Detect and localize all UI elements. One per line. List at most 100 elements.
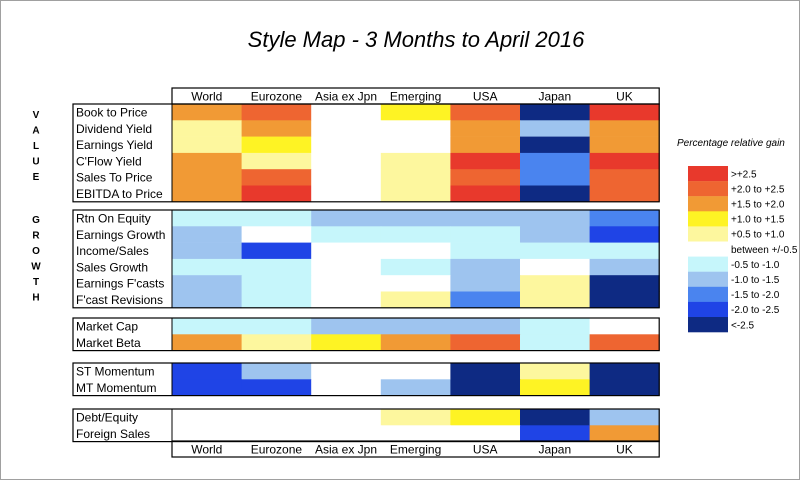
column-header: World bbox=[191, 443, 222, 457]
row-label: Dividend Yield bbox=[76, 122, 152, 136]
legend-swatch bbox=[688, 301, 728, 318]
row-label: EBITDA to Price bbox=[76, 187, 163, 201]
heatmap-cell bbox=[380, 242, 451, 260]
heatmap-cell bbox=[380, 120, 451, 137]
legend-swatch bbox=[688, 211, 728, 227]
heatmap-cell bbox=[450, 363, 521, 380]
side-letter: G bbox=[32, 215, 40, 226]
heatmap-cell bbox=[450, 120, 521, 137]
legend-swatch bbox=[688, 317, 728, 333]
heatmap-cell bbox=[520, 120, 591, 137]
group-frame bbox=[72, 362, 660, 397]
heatmap-cell bbox=[520, 258, 591, 276]
row-label: Sales Growth bbox=[76, 260, 148, 274]
row-label: Debt/Equity bbox=[76, 411, 138, 425]
heatmap-cell bbox=[172, 275, 243, 292]
heatmap-cell bbox=[311, 425, 382, 442]
column-header: USA bbox=[473, 90, 498, 104]
column-header: UK bbox=[616, 90, 633, 104]
heatmap-cell bbox=[172, 363, 243, 380]
side-letter: A bbox=[32, 126, 39, 137]
heatmap-cell bbox=[380, 275, 451, 292]
heatmap-cell bbox=[380, 136, 451, 154]
heatmap-cell bbox=[241, 291, 312, 309]
heatmap-cell bbox=[589, 318, 660, 335]
side-letter: L bbox=[33, 141, 39, 152]
heatmap-cell bbox=[241, 152, 312, 170]
heatmap-cell bbox=[450, 152, 521, 170]
heatmap-cell bbox=[241, 334, 312, 351]
row-label: Book to Price bbox=[76, 106, 148, 120]
heatmap-cell bbox=[311, 258, 382, 276]
heatmap-cell bbox=[172, 318, 243, 335]
heatmap-cell bbox=[311, 226, 382, 243]
heatmap-cell bbox=[520, 318, 591, 335]
heatmap-cell bbox=[589, 409, 660, 426]
heatmap-cell bbox=[380, 363, 451, 380]
column-header: Japan bbox=[538, 90, 571, 104]
legend-swatch bbox=[688, 286, 728, 303]
heatmap-cell bbox=[380, 210, 451, 227]
column-header: UK bbox=[616, 443, 633, 457]
heatmap-cell bbox=[311, 210, 382, 227]
heatmap-cell bbox=[172, 152, 243, 170]
column-header-box-bottom bbox=[171, 440, 660, 458]
heatmap-cell bbox=[589, 152, 660, 170]
heatmap-cell bbox=[241, 379, 312, 396]
heatmap-cell bbox=[520, 242, 591, 260]
heatmap-cell bbox=[589, 210, 660, 227]
column-header: USA bbox=[473, 443, 498, 457]
heatmap-cell bbox=[311, 318, 382, 335]
heatmap-cell bbox=[311, 136, 382, 154]
heatmap-cell bbox=[311, 334, 382, 351]
legend-label: -2.0 to -2.5 bbox=[731, 305, 780, 316]
heatmap-cell bbox=[380, 104, 451, 121]
heatmap-cell bbox=[589, 104, 660, 121]
chart-title: Style Map - 3 Months to April 2016 bbox=[248, 27, 585, 52]
heatmap-cell bbox=[241, 242, 312, 260]
heatmap-cell bbox=[589, 136, 660, 154]
heatmap-cell bbox=[520, 291, 591, 309]
heatmap-cell bbox=[311, 152, 382, 170]
heatmap-cell bbox=[589, 169, 660, 186]
column-headers: World Eurozone Asia ex Jpn Emerging USA Japan… bbox=[171, 87, 660, 458]
heatmap-cell bbox=[311, 363, 382, 380]
side-letter: W bbox=[31, 262, 41, 273]
column-header: Eurozone bbox=[251, 90, 303, 104]
heatmap-cell bbox=[172, 120, 243, 137]
heatmap-cell bbox=[241, 318, 312, 335]
row-label: Income/Sales bbox=[76, 244, 149, 258]
legend-label: +0.5 to +1.0 bbox=[731, 230, 785, 241]
heatmap-cells bbox=[172, 104, 660, 442]
heatmap-cell bbox=[380, 185, 451, 203]
heatmap-cell bbox=[241, 136, 312, 154]
heatmap-cell bbox=[589, 363, 660, 380]
heatmap-cell bbox=[450, 275, 521, 292]
side-letter: U bbox=[32, 157, 39, 168]
row-label: Earnings Yield bbox=[76, 138, 153, 152]
heatmap-cell bbox=[380, 379, 451, 396]
heatmap-cell bbox=[172, 242, 243, 260]
legend-swatch bbox=[688, 166, 728, 182]
heatmap-cell bbox=[241, 104, 312, 121]
row-label: Market Beta bbox=[76, 336, 141, 350]
heatmap-cell bbox=[520, 334, 591, 351]
legend-label: between +/-0.5 bbox=[731, 245, 798, 256]
heatmap-cell bbox=[589, 226, 660, 243]
heatmap-cell bbox=[520, 379, 591, 396]
heatmap-cell bbox=[311, 104, 382, 121]
row-label: MT Momentum bbox=[76, 381, 156, 395]
heatmap-cell bbox=[520, 152, 591, 170]
heatmap-cell bbox=[450, 318, 521, 335]
side-letter: E bbox=[33, 172, 40, 183]
column-header: Japan bbox=[538, 443, 571, 457]
group-frame bbox=[72, 317, 660, 352]
heatmap-cell bbox=[589, 185, 660, 203]
heatmap-cell bbox=[520, 210, 591, 227]
heatmap-cell bbox=[450, 425, 521, 442]
side-letter: T bbox=[33, 277, 39, 288]
heatmap-cell bbox=[172, 291, 243, 309]
heatmap-cell bbox=[241, 210, 312, 227]
